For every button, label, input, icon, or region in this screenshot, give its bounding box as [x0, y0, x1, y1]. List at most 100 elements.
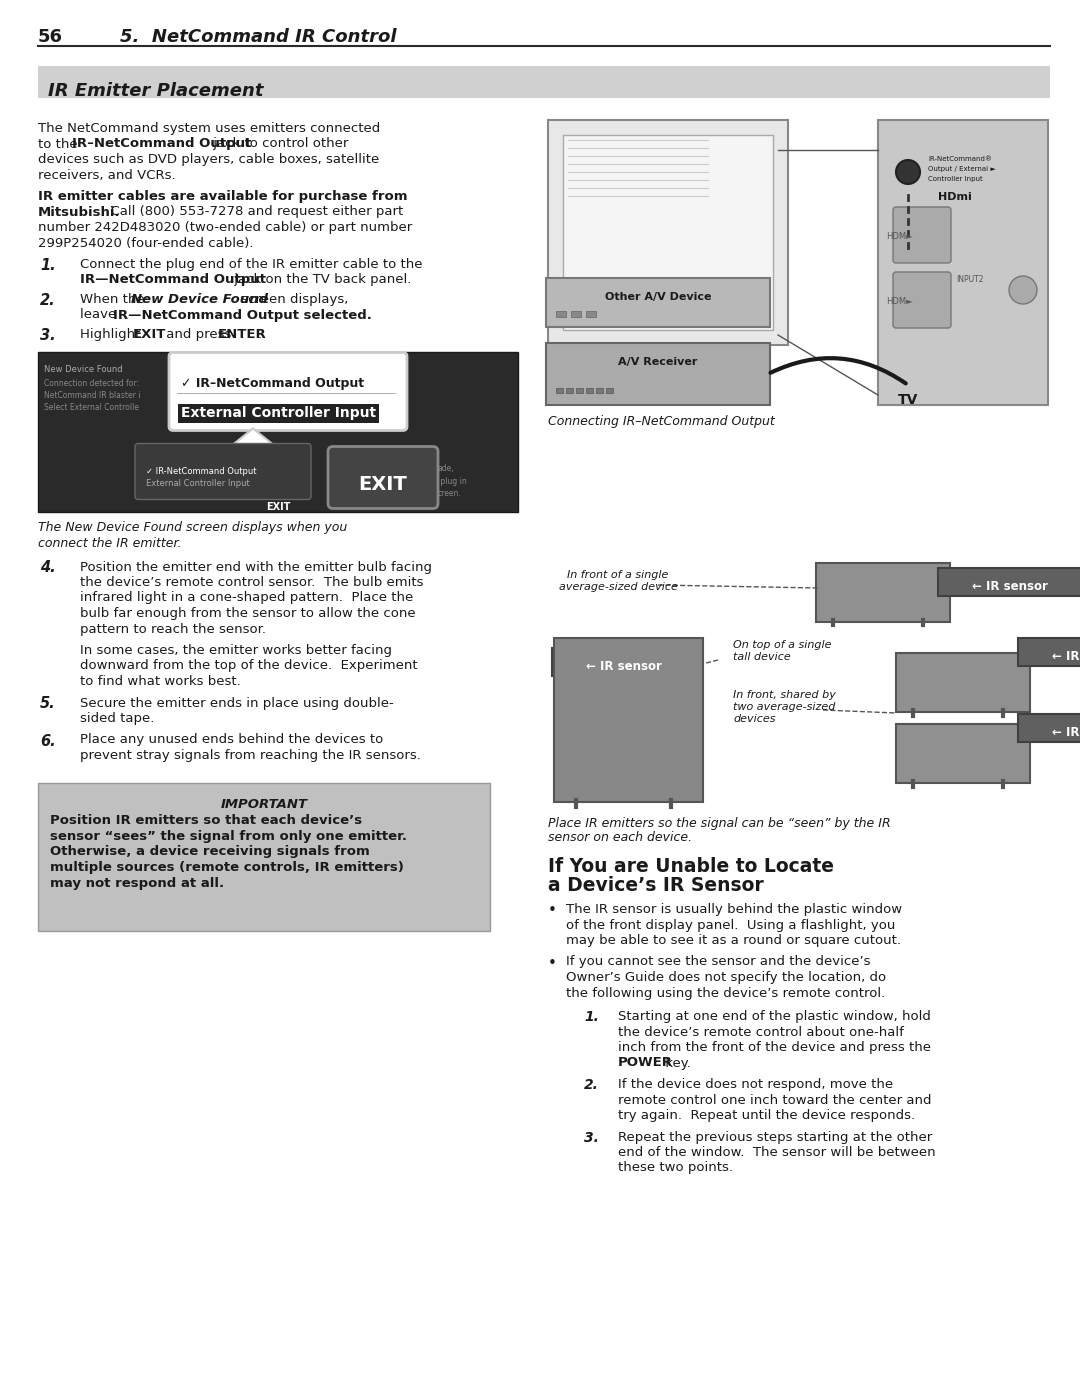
- FancyBboxPatch shape: [893, 272, 951, 328]
- Text: to the: to the: [38, 137, 82, 151]
- Text: On top of a single: On top of a single: [733, 640, 832, 650]
- Text: The IR sensor is usually behind the plastic window: The IR sensor is usually behind the plas…: [566, 902, 902, 916]
- FancyBboxPatch shape: [586, 312, 596, 317]
- Text: 4.: 4.: [40, 560, 56, 576]
- Text: New Device Found: New Device Found: [131, 293, 268, 306]
- Text: The NetCommand system uses emitters connected: The NetCommand system uses emitters conn…: [38, 122, 380, 136]
- Text: .: .: [258, 328, 262, 341]
- Text: number 242D483020 (two-ended cable) or part number: number 242D483020 (two-ended cable) or p…: [38, 221, 413, 235]
- Polygon shape: [233, 429, 273, 444]
- Text: If the device does not respond, move the: If the device does not respond, move the: [618, 1078, 893, 1091]
- Text: screen displays,: screen displays,: [237, 293, 349, 306]
- Circle shape: [1009, 277, 1037, 305]
- Text: HDM►: HDM►: [886, 298, 913, 306]
- Text: IR–NetCommand Output: IR–NetCommand Output: [72, 137, 252, 151]
- Text: INPUT2: INPUT2: [956, 275, 984, 284]
- Text: ade,: ade,: [438, 464, 455, 474]
- Text: Position IR emitters so that each device’s: Position IR emitters so that each device…: [50, 814, 362, 827]
- Text: If You are Unable to Locate: If You are Unable to Locate: [548, 856, 834, 876]
- Text: key.: key.: [661, 1056, 691, 1070]
- FancyBboxPatch shape: [586, 388, 593, 393]
- Text: average-sized device: average-sized device: [558, 583, 677, 592]
- FancyBboxPatch shape: [38, 66, 1050, 98]
- Text: creen.: creen.: [438, 489, 462, 497]
- FancyBboxPatch shape: [168, 352, 407, 430]
- Text: Secure the emitter ends in place using double-: Secure the emitter ends in place using d…: [80, 697, 394, 710]
- Text: •: •: [548, 902, 557, 918]
- Text: 2.: 2.: [584, 1078, 599, 1092]
- Text: receivers, and VCRs.: receivers, and VCRs.: [38, 169, 176, 182]
- Text: the following using the device’s remote control.: the following using the device’s remote …: [566, 986, 886, 999]
- Text: 3.: 3.: [584, 1130, 599, 1144]
- Text: Connection detected for:: Connection detected for:: [44, 380, 139, 388]
- Text: 3.: 3.: [40, 328, 56, 344]
- Text: Highlight: Highlight: [80, 328, 145, 341]
- FancyBboxPatch shape: [328, 447, 438, 509]
- Text: devices such as DVD players, cable boxes, satellite: devices such as DVD players, cable boxes…: [38, 154, 379, 166]
- Text: Output / External ►: Output / External ►: [928, 166, 996, 172]
- FancyBboxPatch shape: [546, 344, 770, 405]
- FancyBboxPatch shape: [38, 782, 490, 930]
- Text: Position the emitter end with the emitter bulb facing: Position the emitter end with the emitte…: [80, 560, 432, 574]
- Text: ENTER: ENTER: [218, 328, 267, 341]
- Text: inch from the front of the device and press the: inch from the front of the device and pr…: [618, 1041, 931, 1053]
- Text: Other A/V Device: Other A/V Device: [605, 292, 712, 302]
- Text: IR—NetCommand Output: IR—NetCommand Output: [80, 274, 266, 286]
- FancyBboxPatch shape: [606, 388, 613, 393]
- Text: Select External Controlle: Select External Controlle: [44, 404, 139, 412]
- Text: try again.  Repeat until the device responds.: try again. Repeat until the device respo…: [618, 1109, 915, 1122]
- Text: two average-sized: two average-sized: [733, 703, 835, 712]
- FancyBboxPatch shape: [566, 388, 573, 393]
- Text: multiple sources (remote controls, IR emitters): multiple sources (remote controls, IR em…: [50, 861, 404, 875]
- Text: Mitsubishi.: Mitsubishi.: [38, 205, 121, 218]
- FancyBboxPatch shape: [896, 652, 1030, 712]
- Text: pattern to reach the sensor.: pattern to reach the sensor.: [80, 623, 266, 636]
- Text: IMPORTANT: IMPORTANT: [220, 799, 308, 812]
- FancyBboxPatch shape: [896, 724, 1030, 782]
- Text: end of the window.  The sensor will be between: end of the window. The sensor will be be…: [618, 1146, 935, 1160]
- Text: may be able to see it as a round or square cutout.: may be able to see it as a round or squa…: [566, 935, 901, 947]
- Text: sensor “sees” the signal from only one emitter.: sensor “sees” the signal from only one e…: [50, 830, 407, 842]
- Text: 1.: 1.: [584, 1010, 599, 1024]
- FancyBboxPatch shape: [596, 388, 603, 393]
- FancyBboxPatch shape: [548, 120, 788, 345]
- Text: these two points.: these two points.: [618, 1161, 733, 1175]
- FancyBboxPatch shape: [556, 388, 563, 393]
- Text: bulb far enough from the sensor to allow the cone: bulb far enough from the sensor to allow…: [80, 608, 416, 620]
- Text: infrared light in a cone-shaped pattern.  Place the: infrared light in a cone-shaped pattern.…: [80, 591, 414, 605]
- Text: If you cannot see the sensor and the device’s: If you cannot see the sensor and the dev…: [566, 956, 870, 968]
- Text: In front, shared by: In front, shared by: [733, 690, 836, 700]
- Text: IR—NetCommand Output selected.: IR—NetCommand Output selected.: [113, 309, 372, 321]
- Text: A/V Receiver: A/V Receiver: [619, 358, 698, 367]
- Text: ← IR sensor: ← IR sensor: [586, 659, 662, 672]
- Text: The New Device Found screen displays when you: The New Device Found screen displays whe…: [38, 521, 348, 535]
- Text: ✓ IR–NetCommand Output: ✓ IR–NetCommand Output: [181, 377, 364, 390]
- FancyBboxPatch shape: [576, 388, 583, 393]
- Text: IR Emitter Placement: IR Emitter Placement: [48, 82, 264, 101]
- Text: and press: and press: [162, 328, 235, 341]
- Text: ← IR sensor: ← IR sensor: [1052, 650, 1080, 662]
- FancyBboxPatch shape: [1018, 714, 1080, 742]
- Text: sided tape.: sided tape.: [80, 712, 154, 725]
- Text: EXIT: EXIT: [133, 328, 166, 341]
- Text: Starting at one end of the plastic window, hold: Starting at one end of the plastic windo…: [618, 1010, 931, 1023]
- Text: HDM►: HDM►: [886, 232, 913, 242]
- FancyBboxPatch shape: [554, 638, 703, 802]
- Text: plug in: plug in: [438, 476, 467, 486]
- Text: jack on the TV back panel.: jack on the TV back panel.: [230, 274, 411, 286]
- FancyBboxPatch shape: [546, 278, 770, 327]
- Text: ✓ IR-NetCommand Output: ✓ IR-NetCommand Output: [146, 467, 257, 475]
- Text: 5.: 5.: [40, 697, 56, 711]
- Text: 5.  NetCommand IR Control: 5. NetCommand IR Control: [120, 28, 396, 46]
- Text: In some cases, the emitter works better facing: In some cases, the emitter works better …: [80, 644, 392, 657]
- Text: connect the IR emitter.: connect the IR emitter.: [38, 536, 181, 550]
- Text: Controller Input: Controller Input: [928, 176, 983, 182]
- Text: sensor on each device.: sensor on each device.: [548, 831, 692, 844]
- Text: 2.: 2.: [40, 293, 56, 307]
- Text: to find what works best.: to find what works best.: [80, 675, 241, 687]
- Text: Owner’s Guide does not specify the location, do: Owner’s Guide does not specify the locat…: [566, 971, 886, 983]
- FancyBboxPatch shape: [939, 569, 1080, 597]
- Text: •: •: [548, 956, 557, 971]
- Text: remote control one inch toward the center and: remote control one inch toward the cente…: [618, 1094, 931, 1106]
- Text: External Controller Input: External Controller Input: [181, 407, 376, 420]
